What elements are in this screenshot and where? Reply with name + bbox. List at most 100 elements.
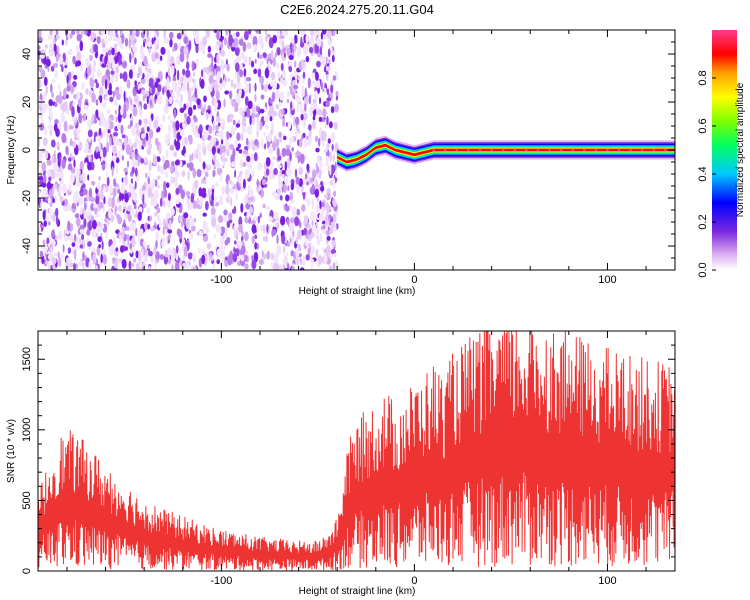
x-tick-label: 0 [411, 575, 417, 587]
noise-speck [224, 239, 229, 246]
noise-speck [162, 225, 165, 236]
noise-speck [175, 245, 179, 254]
noise-speck [251, 169, 255, 178]
noise-speck [241, 245, 246, 255]
noise-speck [293, 116, 296, 128]
noise-speck [96, 182, 101, 190]
noise-speck [202, 212, 207, 217]
noise-speck [74, 213, 80, 219]
spectrogram-noise [38, 30, 339, 270]
noise-speck [208, 125, 213, 134]
noise-speck [63, 69, 68, 78]
signal-peak-dot [652, 148, 656, 152]
noise-speck [238, 63, 243, 70]
chart-title: C2E6.2024.275.20.11.G04 [280, 2, 434, 17]
noise-speck [244, 231, 249, 242]
noise-speck [286, 91, 290, 97]
noise-speck [211, 145, 216, 155]
noise-speck [221, 145, 226, 153]
noise-speck [134, 80, 137, 86]
noise-speck [264, 143, 267, 150]
noise-speck [66, 85, 71, 92]
noise-speck [72, 141, 77, 149]
noise-speck [205, 112, 209, 120]
noise-speck [328, 264, 333, 270]
noise-speck [159, 55, 163, 61]
noise-speck [96, 70, 102, 78]
noise-speck [151, 56, 156, 62]
noise-speck [265, 235, 269, 243]
noise-speck [71, 106, 75, 118]
noise-speck [45, 85, 48, 95]
noise-speck [255, 30, 259, 33]
noise-speck [202, 36, 208, 46]
noise-speck [47, 197, 52, 204]
noise-speck [246, 155, 251, 162]
noise-speck [266, 223, 269, 233]
noise-speck [120, 124, 124, 135]
noise-speck [259, 224, 264, 232]
noise-speck [314, 135, 319, 143]
noise-speck [249, 33, 253, 40]
noise-speck [95, 82, 100, 89]
noise-speck [248, 184, 251, 190]
noise-speck [322, 108, 327, 118]
noise-speck [153, 246, 157, 256]
noise-speck [263, 132, 267, 137]
noise-speck [146, 126, 150, 132]
noise-speck [114, 109, 117, 115]
noise-speck [240, 254, 245, 262]
noise-speck [100, 253, 103, 264]
noise-speck [183, 246, 188, 257]
noise-speck [165, 182, 170, 189]
noise-speck [331, 144, 334, 151]
noise-speck [99, 95, 103, 104]
noise-speck [201, 107, 206, 115]
noise-speck [326, 97, 332, 102]
noise-speck [264, 106, 267, 113]
noise-speck [176, 54, 180, 66]
noise-speck [174, 139, 177, 147]
noise-speck [108, 208, 112, 219]
noise-speck [119, 192, 122, 202]
colorbar-tick-label: 0.4 [697, 166, 709, 181]
noise-speck [244, 75, 247, 84]
noise-speck [279, 101, 282, 107]
noise-speck [325, 202, 329, 210]
noise-speck [146, 72, 151, 77]
noise-speck [189, 203, 194, 209]
noise-speck [251, 116, 255, 126]
noise-speck [57, 251, 60, 260]
noise-speck [47, 124, 53, 131]
noise-speck [131, 166, 135, 174]
noise-speck [70, 167, 76, 175]
noise-speck [86, 229, 91, 236]
noise-speck [254, 146, 258, 151]
noise-speck [179, 160, 183, 167]
noise-speck [198, 127, 201, 135]
signal-band [337, 143, 675, 164]
noise-speck [220, 49, 225, 57]
noise-speck [205, 30, 210, 39]
noise-speck [38, 163, 41, 168]
y-tick-label: -20 [21, 190, 33, 206]
noise-speck [68, 48, 73, 56]
noise-speck [185, 218, 191, 230]
noise-speck [305, 181, 310, 186]
noise-speck [320, 82, 324, 90]
noise-speck [297, 155, 300, 164]
noise-speck [67, 247, 72, 254]
noise-speck [314, 90, 319, 100]
noise-speck [120, 107, 124, 116]
noise-speck [82, 172, 87, 182]
noise-speck [271, 161, 275, 168]
noise-speck [246, 210, 250, 220]
noise-speck [134, 122, 139, 129]
noise-speck [179, 259, 182, 267]
noise-speck [55, 215, 59, 226]
noise-speck [202, 74, 206, 79]
noise-speck [155, 137, 159, 146]
noise-speck [119, 234, 122, 243]
noise-speck [235, 146, 240, 152]
noise-speck [132, 106, 138, 117]
